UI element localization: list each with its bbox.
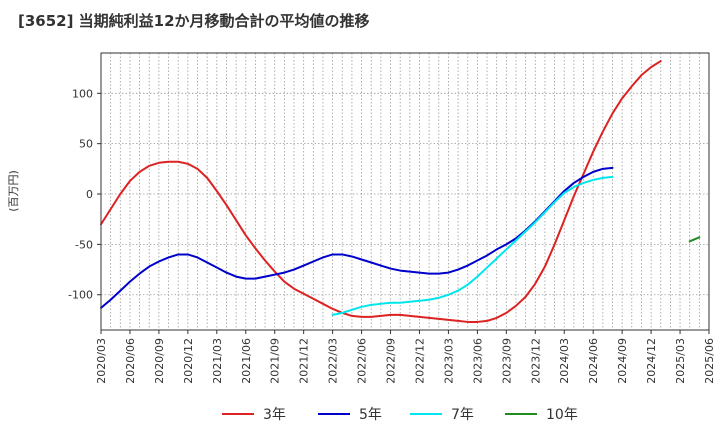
y-axis-ticks: 100 50 0 -50 -100 [68,87,101,302]
y-tick-label: 100 [72,87,93,100]
x-tick-label: 2022/03 [327,338,340,384]
x-tick-label: 2024/12 [645,338,658,384]
plot-background [101,53,709,330]
x-tick-label: 2021/12 [298,338,311,384]
x-tick-label: 2024/06 [587,338,600,384]
legend-label-7年: 7年 [451,407,474,423]
y-tick-label: 50 [79,138,93,151]
legend-label-5年: 5年 [359,407,382,423]
x-tick-label: 2021/06 [240,338,253,384]
x-tick-label: 2025/06 [703,338,716,384]
grid [101,53,709,330]
series-line-3年 [100,60,662,323]
x-tick-label: 2020/12 [182,338,195,384]
legend-label-3年: 3年 [263,407,286,423]
x-axis-ticks: 2020/03 2020/06 2020/09 2020/12 2021/03 2021/… [95,330,716,384]
x-tick-label: 2023/06 [471,338,484,384]
x-tick-label: 2022/09 [385,338,398,384]
x-tick-label: 2020/09 [153,338,166,384]
series-line-7年 [331,175,614,316]
legend: 3年 5年 7年 10年 [222,407,578,423]
x-tick-label: 2024/09 [616,338,629,384]
legend-label-10年: 10年 [546,407,578,423]
y-tick-label: -50 [75,238,93,251]
x-tick-label: 2021/03 [211,338,224,384]
x-tick-label: 2022/12 [413,338,426,384]
x-tick-label: 2022/06 [356,338,369,384]
x-tick-label: 2023/12 [529,338,542,384]
plot-frame [100,52,710,331]
x-tick-label: 2025/03 [674,338,687,384]
chart-title: [3652] 当期純利益12か月移動合計の平均値の推移 [18,12,370,30]
x-tick-label: 2023/03 [442,338,455,384]
x-tick-label: 2020/03 [95,338,108,384]
x-tick-label: 2021/09 [269,338,282,384]
x-tick-label: 2023/09 [500,338,513,384]
y-axis-label: (百万円) [7,170,20,212]
x-tick-label: 2024/03 [558,338,571,384]
y-tick-label: -100 [68,289,93,302]
series-lines [100,60,701,323]
y-tick-label: 0 [86,188,93,201]
x-tick-label: 2020/06 [124,338,137,384]
series-line-10年 [688,236,701,243]
